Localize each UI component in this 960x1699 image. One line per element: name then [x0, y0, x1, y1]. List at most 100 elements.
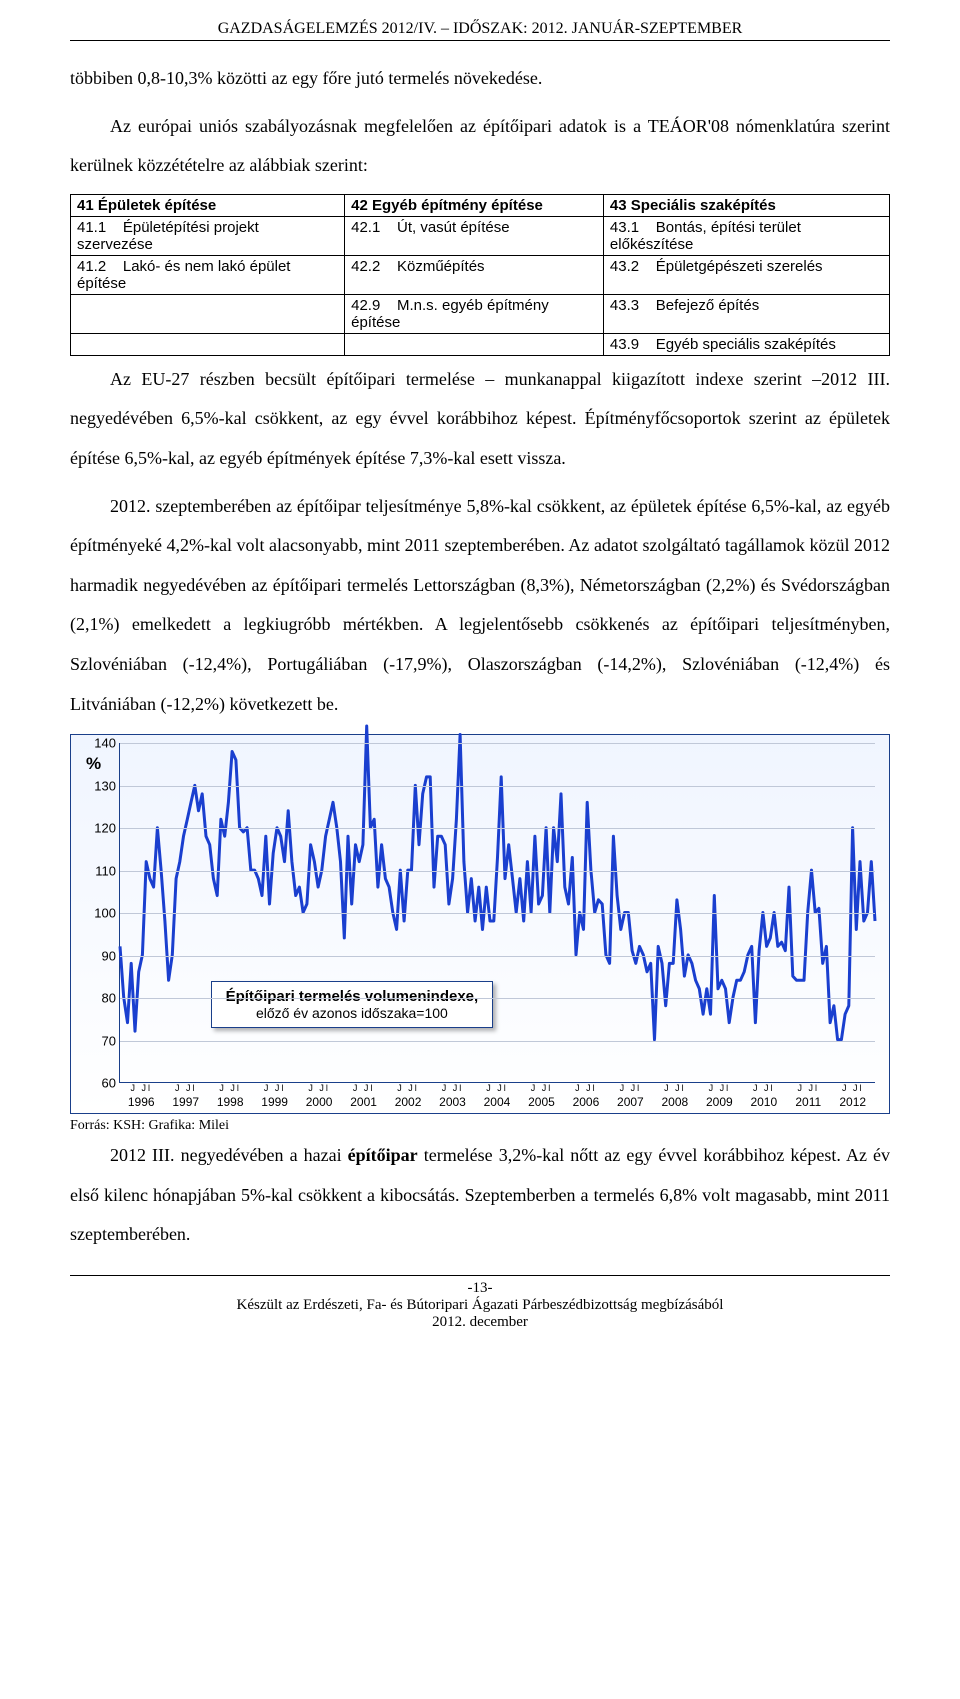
y-tick-label: 120 [82, 821, 116, 836]
paragraph-3a: Az EU-27 részben becsült építőipari term… [70, 360, 890, 479]
y-tick-label: 70 [82, 1033, 116, 1048]
page-footer: -13- Készült az Erdészeti, Fa- és Bútori… [70, 1275, 890, 1331]
paragraph-1: többiben 0,8-10,3% közötti az egy főre j… [70, 59, 890, 99]
y-tick-label: 100 [82, 906, 116, 921]
chart-plot-area: Építőipari termelés volumenindexe, előző… [119, 743, 875, 1083]
x-year-col: J Jl 2011 [786, 1083, 830, 1109]
table-header: 43 Speciális szaképítés [603, 194, 889, 216]
x-month-label: J Jl [697, 1083, 741, 1093]
legend-title: Építőipari termelés volumenindexe, [226, 988, 479, 1005]
x-month-label: J Jl [430, 1083, 474, 1093]
table-cell: 43.3 Befejező építés [603, 294, 889, 333]
x-year-col: J Jl 1996 [119, 1083, 163, 1109]
x-year-col: J Jl 2002 [386, 1083, 430, 1109]
p4-bold: építőipar [348, 1145, 418, 1165]
x-month-label: J Jl [742, 1083, 786, 1093]
x-year-label: 2006 [564, 1095, 608, 1109]
table-row: 43.9 Egyéb speciális szaképítés [71, 333, 890, 355]
table-cell: 42.2 Közműépítés [345, 255, 604, 294]
x-year-label: 2012 [831, 1095, 875, 1109]
x-year-col: J Jl 1997 [163, 1083, 207, 1109]
table-cell [71, 294, 345, 333]
chart-source: Forrás: KSH: Grafika: Milei [70, 1118, 890, 1134]
x-month-label: J Jl [831, 1083, 875, 1093]
x-year-label: 2009 [697, 1095, 741, 1109]
x-year-label: 2000 [297, 1095, 341, 1109]
paragraph-2: Az európai uniós szabályozásnak megfelel… [70, 107, 890, 186]
x-year-label: 2002 [386, 1095, 430, 1109]
x-year-col: J Jl 2012 [831, 1083, 875, 1109]
y-tick-label: 60 [82, 1076, 116, 1091]
x-month-label: J Jl [475, 1083, 519, 1093]
x-year-col: J Jl 1998 [208, 1083, 252, 1109]
x-year-label: 2008 [653, 1095, 697, 1109]
x-year-label: 2005 [519, 1095, 563, 1109]
footer-line1: Készült az Erdészeti, Fa- és Bútoripari … [70, 1297, 890, 1314]
x-month-label: J Jl [786, 1083, 830, 1093]
y-tick-label: 110 [82, 863, 116, 878]
x-year-label: 2011 [786, 1095, 830, 1109]
x-year-col: J Jl 1999 [252, 1083, 296, 1109]
x-year-label: 1997 [163, 1095, 207, 1109]
p4-pre: 2012 III. negyedévében a hazai [110, 1145, 348, 1165]
x-month-label: J Jl [163, 1083, 207, 1093]
table-header: 41 Épületek építése [71, 194, 345, 216]
x-year-col: J Jl 2004 [475, 1083, 519, 1109]
page-header: GAZDASÁGELEMZÉS 2012/IV. – IDŐSZAK: 2012… [70, 20, 890, 41]
x-year-label: 2003 [430, 1095, 474, 1109]
table-cell: 41.2 Lakó- és nem lakó épület építése [71, 255, 345, 294]
x-month-label: J Jl [341, 1083, 385, 1093]
legend-subtitle: előző év azonos időszaka=100 [226, 1005, 479, 1021]
table-row: 41.2 Lakó- és nem lakó épület építése 42… [71, 255, 890, 294]
footer-page-num: -13- [70, 1280, 890, 1297]
y-tick-label: 80 [82, 991, 116, 1006]
table-cell [71, 333, 345, 355]
y-tick-label: 140 [82, 736, 116, 751]
x-year-label: 2001 [341, 1095, 385, 1109]
x-year-col: J Jl 2007 [608, 1083, 652, 1109]
y-tick-label: 130 [82, 778, 116, 793]
x-year-label: 2010 [742, 1095, 786, 1109]
x-year-col: J Jl 2008 [653, 1083, 697, 1109]
teaor-table: 41 Épületek építése 42 Egyéb építmény ép… [70, 194, 890, 356]
footer-line2: 2012. december [70, 1314, 890, 1331]
paragraph-4: 2012 III. negyedévében a hazai építőipar… [70, 1136, 890, 1255]
x-month-label: J Jl [252, 1083, 296, 1093]
x-year-col: J Jl2006 [564, 1083, 608, 1109]
x-year-col: J Jl 2003 [430, 1083, 474, 1109]
x-year-col: J Jl 2010 [742, 1083, 786, 1109]
x-year-label: 2007 [608, 1095, 652, 1109]
x-year-col: J Jl 2009 [697, 1083, 741, 1109]
x-month-label: J Jl [519, 1083, 563, 1093]
x-year-col: J Jl 2001 [341, 1083, 385, 1109]
table-cell: 43.2 Épületgépészeti szerelés [603, 255, 889, 294]
x-year-col: J Jl 2000 [297, 1083, 341, 1109]
x-month-label: J Jl [608, 1083, 652, 1093]
x-month-label: J Jl [386, 1083, 430, 1093]
x-year-label: 1999 [252, 1095, 296, 1109]
x-year-label: 1996 [119, 1095, 163, 1109]
x-month-label: J Jl [297, 1083, 341, 1093]
chart-container: Építőipari termelés volumenindexe, előző… [70, 734, 890, 1114]
pct-label: % [86, 754, 101, 774]
x-month-label: J Jl [119, 1083, 163, 1093]
paragraph-3b: 2012. szeptemberében az építőipar teljes… [70, 487, 890, 725]
table-cell: 42.9 M.n.s. egyéb építmény építése [345, 294, 604, 333]
table-cell: 42.1 Út, vasút építése [345, 216, 604, 255]
table-cell: 43.1 Bontás, építési terület előkészítés… [603, 216, 889, 255]
x-year-label: 2004 [475, 1095, 519, 1109]
chart-x-axis: J Jl1996J Jl1997J Jl1998J Jl1999J Jl2000… [119, 1083, 875, 1109]
y-tick-label: 90 [82, 948, 116, 963]
x-month-label: J Jl [653, 1083, 697, 1093]
table-header: 42 Egyéb építmény építése [345, 194, 604, 216]
table-row: 41.1 Épületépítési projekt szervezése 42… [71, 216, 890, 255]
table-cell: 41.1 Épületépítési projekt szervezése [71, 216, 345, 255]
x-year-col: J Jl 2005 [519, 1083, 563, 1109]
table-header-row: 41 Épületek építése 42 Egyéb építmény ép… [71, 194, 890, 216]
table-cell: 43.9 Egyéb speciális szaképítés [603, 333, 889, 355]
table-row: 42.9 M.n.s. egyéb építmény építése 43.3 … [71, 294, 890, 333]
table-cell [345, 333, 604, 355]
x-month-label: J Jl [208, 1083, 252, 1093]
chart-legend: Építőipari termelés volumenindexe, előző… [211, 981, 494, 1028]
x-year-label: 1998 [208, 1095, 252, 1109]
